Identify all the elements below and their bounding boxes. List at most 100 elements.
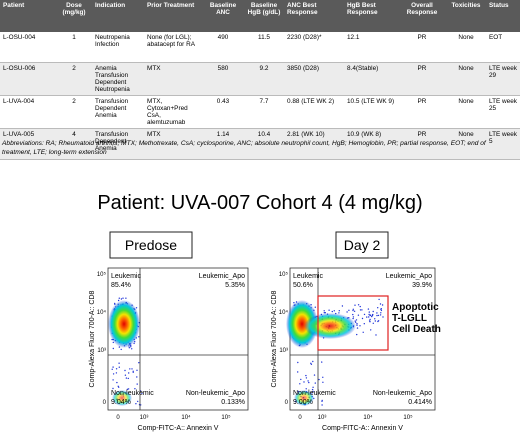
event-dot [368,313,370,316]
event-dot [359,305,361,308]
event-dot [111,368,113,370]
event-dot [118,362,120,364]
event-dot [381,304,384,306]
event-dot [359,309,362,311]
apoptosis-box [317,295,389,351]
event-dot [112,373,115,375]
event-dot [371,314,374,317]
event-dot [375,334,377,336]
table-cell: 580 [202,62,244,96]
event-dot [377,307,379,309]
event-dot [363,323,365,325]
table-cell: Transfusion Dependent Anemia [92,95,144,129]
panel-label-box [109,231,193,259]
event-dot [361,309,363,311]
panel-label: Predose [125,237,177,253]
event-dot [314,382,316,384]
x-tick-label: 10⁵ [403,414,413,421]
table-cell: None (for LGL); abatacept for RA [144,32,202,63]
table-cell: 10.9 (WK 8) [344,128,398,160]
event-dot [126,388,129,390]
event-dot [115,368,118,370]
table-cell: 10.4 [244,128,284,160]
x-tick-label: 0 [298,415,302,421]
table-cell: 2230 (D28)* [284,32,344,63]
event-dot [368,316,370,318]
event-dot [128,372,130,374]
table-cell: 2.81 (WK 10) [284,128,344,160]
table-cell: L-OSU-004 [0,32,56,63]
results-table: Patient Dose (mg/kg) Indication Prior Treat… [0,0,520,160]
quadrant-percent: 85.4% [111,282,131,289]
table-cell: 0.43 [202,95,244,129]
table-cell: None [446,62,486,96]
event-dot [376,312,378,314]
event-dot [374,318,376,320]
x-tick-label: 10⁵ [221,414,231,421]
table-cell: L-OSU-006 [0,62,56,96]
event-dot [310,362,312,364]
event-dot [141,392,143,394]
event-dot [135,307,138,309]
x-axis-label: Comp-FITC-A:: Annexin V [322,425,403,432]
event-dot [356,327,359,329]
event-dot [379,303,382,305]
quadrant-name: Non-leukemic_Apo [186,390,245,397]
event-dot [297,361,299,364]
quadrant-percent: 39.9% [412,282,432,289]
event-dot [122,297,124,299]
table-row: L-UVA-005 4 Transfusion Dependent Anemia MT… [0,128,520,160]
y-tick-label: 10⁵ [97,271,107,278]
y-tick-label: 10⁴ [97,309,107,316]
table-cell: LTE week 5 [486,128,520,160]
event-dot [114,302,116,305]
event-dot [128,347,130,349]
header-cell: Toxicities [446,0,486,32]
event-dot [377,314,380,317]
event-dot [369,318,371,321]
panel-label-box [335,231,389,259]
table-cell: 3850 (D28) [284,62,344,96]
event-dot [355,319,358,321]
quadrant-percent: 50.6% [293,282,313,289]
event-dot [346,311,348,313]
event-dot [131,368,133,370]
header-cell: Dose (mg/kg) [56,0,92,32]
event-dot [357,304,360,306]
header-cell: Indication [92,0,144,32]
event-dot [338,312,340,314]
header-cell: ANC Best Response [284,0,344,32]
event-dot [374,320,376,322]
table-cell: PR [398,32,446,63]
event-dot [112,366,114,368]
event-dot [361,317,364,320]
figure-title: Patient: UVA-007 Cohort 4 (4 mg/kg) [97,192,423,214]
event-dot [366,316,368,318]
y-tick-label: 0 [103,400,107,406]
quadrant-name: Leukemic_Apo [386,273,432,280]
event-dot [338,310,340,312]
quadrant-name: Non-leukemic [293,390,336,397]
table-cell: MTX, Cytoxan+Pred CsA, alemtuzumab [144,95,202,129]
annotation: Cell Death [392,324,441,335]
event-dot [321,361,323,363]
event-dot [377,320,379,323]
header-row: Patient Dose (mg/kg) Indication Prior Treat… [0,0,520,32]
event-dot [117,299,120,302]
event-dot [352,309,354,312]
event-dot [131,348,133,350]
event-dot [115,372,118,374]
table-cell: 2 [56,95,92,129]
event-dot [127,377,129,380]
event-dot [353,310,356,312]
event-dot [321,404,323,406]
table-cell: MTX [144,128,202,160]
event-dot [127,388,130,390]
y-tick-label: 10³ [97,348,106,354]
event-dot [136,383,138,385]
event-dot [378,298,380,301]
annotation: Apoptotic [392,302,439,313]
event-dot [369,314,372,316]
event-dot [348,309,350,311]
event-dot [137,400,139,403]
